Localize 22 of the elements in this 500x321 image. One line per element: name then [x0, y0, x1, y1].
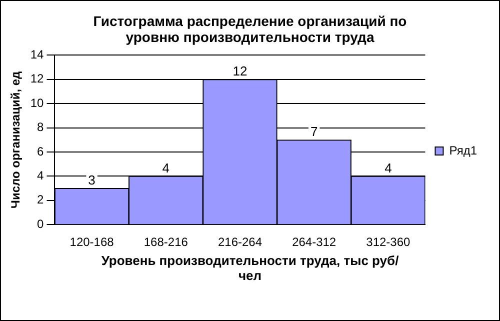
y-tick-label: 10	[30, 96, 44, 110]
x-tick-label: 312-360	[366, 235, 411, 250]
y-tick-label: 2	[37, 192, 44, 207]
x-tick-label: 120-168	[70, 235, 114, 250]
x-axis-title: Уровень производительности труда, тыс руб/чел	[100, 253, 400, 283]
y-tick-label: 0	[37, 216, 44, 231]
y-tick-label: 8	[37, 120, 44, 134]
legend-label: Ряд1	[449, 143, 478, 158]
x-tick-label: 264-312	[292, 235, 336, 250]
x-tick-label: 168-216	[144, 235, 188, 250]
x-tick-label: 216-264	[218, 235, 262, 250]
data-label: 4	[384, 160, 392, 176]
y-tick-label: 14	[30, 48, 44, 62]
data-label: 3	[88, 172, 96, 188]
data-label: 7	[310, 124, 318, 139]
y-axis-title: Число организаций, ед	[8, 70, 23, 208]
chart-title: Гистограмма распределение организаций по уровню производительности труда	[92, 13, 408, 45]
y-tick-label: 12	[30, 72, 44, 86]
y-tick-label: 4	[37, 168, 44, 183]
data-label: 4	[162, 160, 170, 176]
y-tick-label: 6	[37, 144, 44, 158]
data-label: 12	[232, 63, 248, 78]
